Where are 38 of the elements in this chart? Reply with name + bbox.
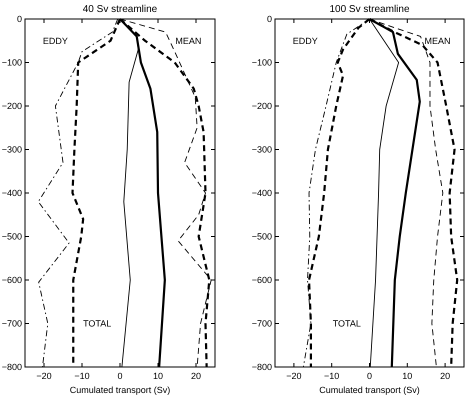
y-tick-label: −400 [252,188,272,198]
x-tick-label: −20 [36,371,52,381]
x-tick-label: 0 [117,371,123,381]
annotation: EDDY [292,36,318,46]
y-tick-label: −400 [2,188,22,198]
x-tick-label: 0 [366,371,372,381]
y-tick-label: −800 [252,362,272,372]
y-tick-label: −700 [252,318,272,329]
annotation: MEAN [175,36,202,46]
y-tick-label: −300 [2,144,22,155]
annotation: MEAN [424,36,451,46]
y-tick-label: −700 [2,318,22,329]
x-tick-label: −10 [324,371,340,381]
x-tick-label: −10 [74,371,90,381]
annotation: TOTAL [332,318,361,329]
y-tick-label: −200 [2,101,22,112]
chart-title: 100 Sv streamline [329,4,410,15]
x-tick-label: −20 [286,371,302,381]
y-tick-label: −800 [2,362,22,372]
y-tick-label: 0 [266,14,272,24]
y-tick-label: −600 [2,275,22,286]
x-tick-label: 20 [190,371,202,381]
y-tick-label: −200 [252,101,272,112]
x-axis-title: Cumulated transport (Sv) [70,385,170,395]
y-tick-label: −300 [252,144,272,155]
y-tick-label: −100 [252,58,272,68]
x-tick-label: 10 [402,371,412,381]
x-tick-label: 20 [440,371,450,381]
chart-title: 40 Sv streamline [82,4,158,15]
y-tick-label: −100 [2,58,22,68]
annotation: TOTAL [83,318,112,329]
y-tick-label: −600 [252,275,272,286]
annotation: EDDY [42,36,68,46]
y-tick-label: −500 [2,232,22,242]
x-axis-title: Cumulated transport (Sv) [319,385,420,395]
x-tick-label: 10 [152,371,164,381]
y-tick-label: −500 [252,232,272,242]
y-tick-label: 0 [16,14,22,24]
